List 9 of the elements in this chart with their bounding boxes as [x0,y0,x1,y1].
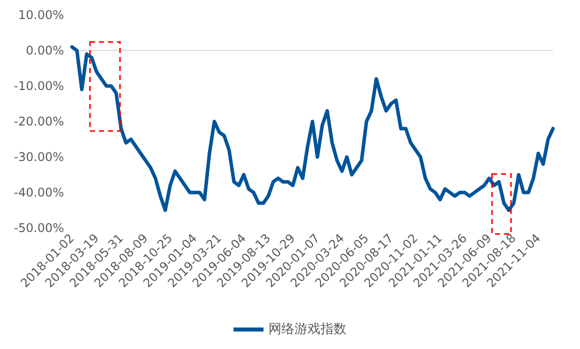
legend-label: 网络游戏指数 [268,322,346,337]
y-tick-label: -40.00% [14,186,64,200]
y-tick-label: -30.00% [14,150,64,164]
y-tick-label: 0.00% [26,44,64,58]
line-series [70,45,555,212]
y-tick-label: -20.00% [14,114,64,128]
y-tick-label: -50.00% [14,221,64,235]
y-tick-label: -10.00% [14,79,64,93]
y-tick-label: 10.00% [18,8,64,22]
